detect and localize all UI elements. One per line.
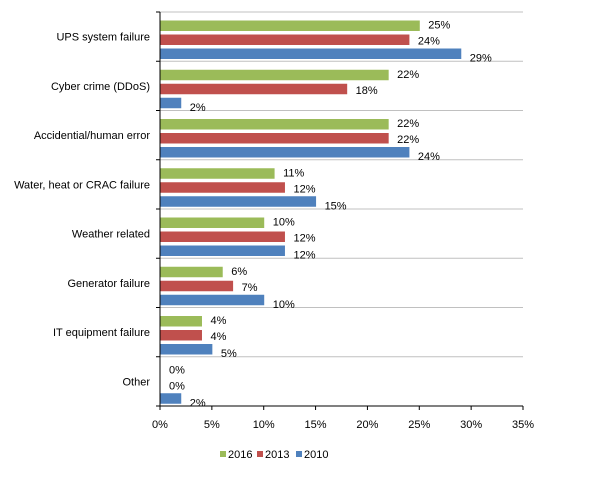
data-label: 22% <box>397 134 419 146</box>
bar-2016 <box>160 168 275 179</box>
data-label: 29% <box>470 53 492 65</box>
bar-2016 <box>160 316 202 327</box>
legend-swatch-2016 <box>220 451 226 457</box>
x-tick-label: 15% <box>305 419 327 431</box>
data-label: 0% <box>169 380 185 392</box>
bar-2013 <box>160 133 389 144</box>
bar-2013 <box>160 330 202 341</box>
data-label: 10% <box>273 299 295 311</box>
data-label: 12% <box>293 233 315 245</box>
data-label: 24% <box>418 151 440 163</box>
data-label: 10% <box>273 217 295 229</box>
x-tick-label: 30% <box>460 419 482 431</box>
bar-2010 <box>160 196 317 207</box>
bar-2016 <box>160 20 420 31</box>
data-label: 12% <box>293 183 315 195</box>
data-label: 2% <box>190 397 206 409</box>
bar-2010 <box>160 344 213 355</box>
x-tick-label: 10% <box>253 419 275 431</box>
data-label: 7% <box>242 282 258 294</box>
data-label: 22% <box>397 118 419 130</box>
data-label: 4% <box>210 331 226 343</box>
data-label: 25% <box>428 20 450 32</box>
bar-2010 <box>160 294 265 306</box>
category-label: Water, heat or CRAC failure <box>14 179 150 191</box>
x-tick-label: 25% <box>408 419 430 431</box>
data-label: 5% <box>221 348 237 360</box>
data-label: 18% <box>356 85 378 97</box>
bar-2010 <box>160 97 182 109</box>
bar-2016 <box>160 69 389 81</box>
data-label: 4% <box>210 315 226 327</box>
legend-label: 2016 <box>228 449 252 461</box>
bar-2016 <box>160 119 389 130</box>
bar-2013 <box>160 231 285 242</box>
data-label: 22% <box>397 69 419 81</box>
bar-2013 <box>160 34 410 45</box>
category-label: UPS system failure <box>56 32 150 44</box>
legend-swatch-2013 <box>257 451 263 457</box>
bar-2010 <box>160 393 182 404</box>
data-label: 15% <box>325 200 347 212</box>
bar-2010 <box>160 48 462 59</box>
x-tick-label: 0% <box>152 419 168 431</box>
bar-2010 <box>160 245 285 256</box>
legend-label: 2013 <box>265 449 289 461</box>
data-label: 0% <box>169 364 185 376</box>
category-label: Accidential/human error <box>34 130 151 142</box>
data-label: 6% <box>231 266 247 278</box>
category-label: Weather related <box>72 229 150 241</box>
bar-2010 <box>160 147 410 158</box>
x-tick-label: 35% <box>512 419 534 431</box>
category-label: Other <box>122 376 150 388</box>
bar-2013 <box>160 280 234 292</box>
x-tick-label: 5% <box>204 419 220 431</box>
category-label: Generator failure <box>67 278 150 290</box>
bar-2016 <box>160 266 223 278</box>
data-label: 11% <box>283 167 304 179</box>
bar-2013 <box>160 83 348 95</box>
legend-label: 2010 <box>304 449 328 461</box>
x-tick-label: 20% <box>356 419 378 431</box>
bar-2013 <box>160 182 285 193</box>
legend-swatch-2010 <box>296 451 302 457</box>
data-label: 2% <box>190 102 206 114</box>
bar-2016 <box>160 217 265 228</box>
data-label: 24% <box>418 36 440 48</box>
data-label: 12% <box>293 250 315 262</box>
category-label: IT equipment failure <box>53 327 150 339</box>
category-label: Cyber crime (DDoS) <box>51 81 150 93</box>
